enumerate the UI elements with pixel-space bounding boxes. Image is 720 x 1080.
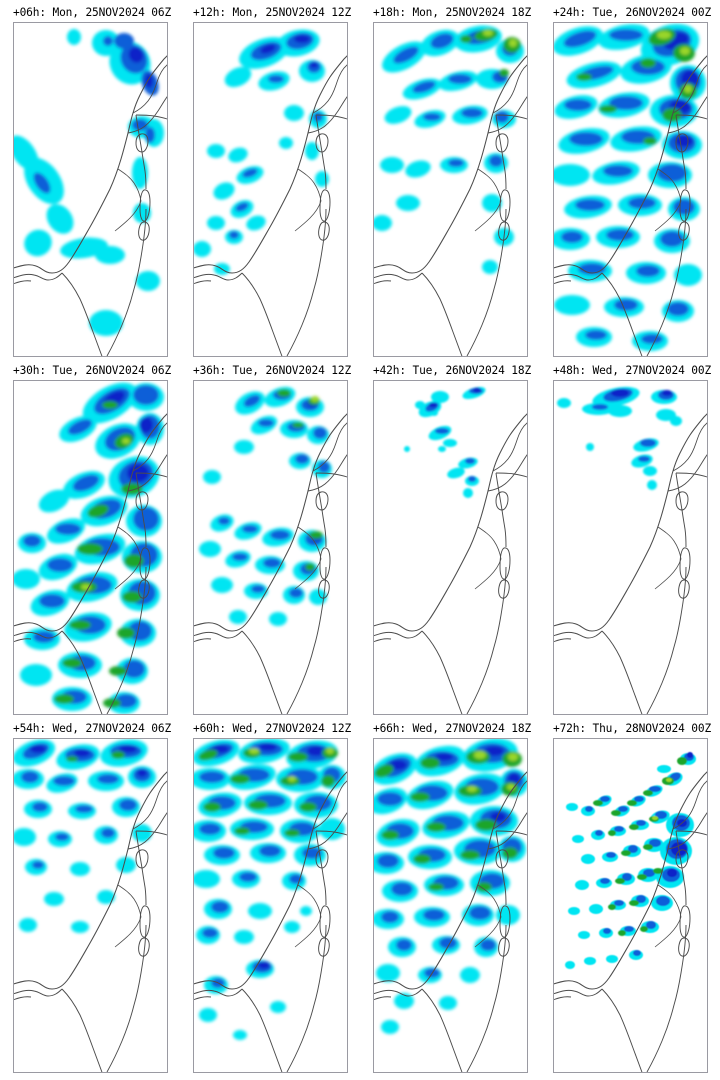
precip-layer: [14, 382, 164, 714]
forecast-panel[interactable]: +48h: Wed, 27NOV2024 00Z: [540, 364, 720, 722]
panel-title: +72h: Thu, 28NOV2024 00Z: [553, 722, 712, 735]
precipitation-map[interactable]: [13, 22, 168, 357]
forecast-panel[interactable]: +72h: Thu, 28NOV2024 00Z: [540, 722, 720, 1080]
panel-title: +66h: Wed, 27NOV2024 18Z: [373, 722, 532, 735]
panel-title: +18h: Mon, 25NOV2024 18Z: [373, 6, 532, 19]
precip-layer: [194, 29, 329, 275]
precip-layer: [404, 386, 486, 498]
precipitation-map[interactable]: [193, 22, 348, 357]
forecast-panel[interactable]: +12h: Mon, 25NOV2024 12Z: [180, 6, 360, 364]
precipitation-map[interactable]: [553, 380, 708, 715]
precipitation-map[interactable]: [373, 738, 528, 1073]
forecast-panel-sheet: +06h: Mon, 25NOV2024 06Z: [0, 6, 720, 1073]
panel-title: +12h: Mon, 25NOV2024 12Z: [193, 6, 352, 19]
precipitation-map[interactable]: [553, 22, 708, 357]
precip-layer: [374, 25, 524, 274]
panel-title: +54h: Wed, 27NOV2024 06Z: [13, 722, 172, 735]
panel-title: +42h: Tue, 26NOV2024 18Z: [373, 364, 532, 377]
precip-layer: [554, 23, 706, 351]
forecast-panel[interactable]: +30h: Tue, 26NOV2024 06Z: [0, 364, 180, 722]
forecast-panel[interactable]: +66h: Wed, 27NOV2024 18Z: [360, 722, 540, 1080]
precipitation-map[interactable]: [373, 380, 528, 715]
precipitation-map[interactable]: [193, 380, 348, 715]
forecast-panel[interactable]: +54h: Wed, 27NOV2024 06Z: [0, 722, 180, 1080]
precip-layer: [565, 752, 696, 969]
panel-title: +06h: Mon, 25NOV2024 06Z: [13, 6, 172, 19]
panel-title: +24h: Tue, 26NOV2024 00Z: [553, 6, 712, 19]
forecast-panel[interactable]: +60h: Wed, 27NOV2024 12Z: [180, 722, 360, 1080]
precipitation-map[interactable]: [13, 738, 168, 1073]
precipitation-map[interactable]: [13, 380, 168, 715]
forecast-panel[interactable]: +42h: Tue, 26NOV2024 18Z: [360, 364, 540, 722]
forecast-panel[interactable]: +36h: Tue, 26NOV2024 12Z: [180, 364, 360, 722]
precipitation-map[interactable]: [193, 738, 348, 1073]
forecast-panel[interactable]: +24h: Tue, 26NOV2024 00Z: [540, 6, 720, 364]
precip-layer: [374, 739, 527, 1034]
precip-layer: [557, 386, 682, 490]
forecast-panel[interactable]: +06h: Mon, 25NOV2024 06Z: [0, 6, 180, 364]
precipitation-map[interactable]: [553, 738, 708, 1073]
precipitation-map[interactable]: [373, 22, 528, 357]
panel-title: +30h: Tue, 26NOV2024 06Z: [13, 364, 172, 377]
forecast-panel[interactable]: +18h: Mon, 25NOV2024 18Z: [360, 6, 540, 364]
precip-layer: [199, 386, 332, 626]
precip-layer: [14, 739, 156, 933]
precip-layer: [194, 739, 346, 1040]
panel-title: +48h: Wed, 27NOV2024 00Z: [553, 364, 712, 377]
panel-title: +60h: Wed, 27NOV2024 12Z: [193, 722, 352, 735]
precip-layer: [14, 29, 164, 336]
panel-title: +36h: Tue, 26NOV2024 12Z: [193, 364, 352, 377]
